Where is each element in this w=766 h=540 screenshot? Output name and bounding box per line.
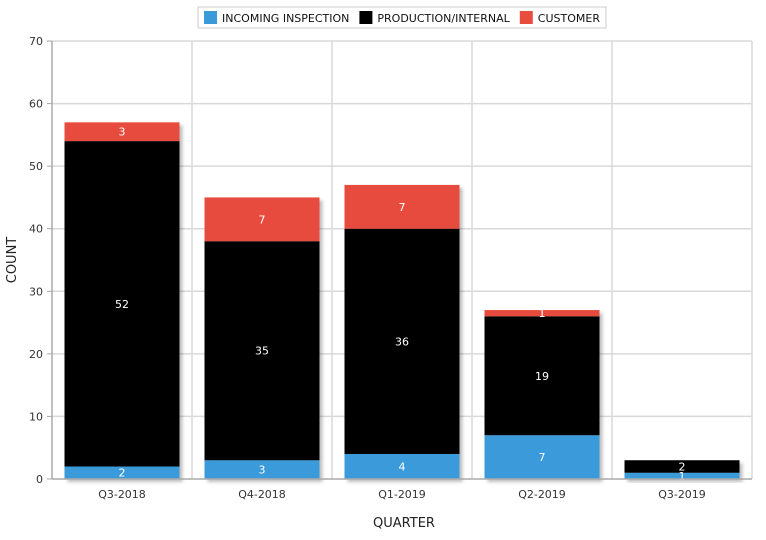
data-label: 2 <box>679 460 686 473</box>
data-label: 52 <box>115 298 129 311</box>
bar-segment <box>204 460 320 479</box>
y-tick-label: 40 <box>29 223 43 236</box>
bar-segment <box>204 197 320 242</box>
x-tick-label: Q3-2018 <box>98 488 146 501</box>
x-tick-label: Q2-2019 <box>518 488 566 501</box>
axes: 0 10 20 30 40 50 60 70 Q3-2018 Q4-2018 Q1-2019 Q2-2… <box>29 35 753 501</box>
bar-segment <box>64 141 180 467</box>
bar-segment <box>204 241 320 461</box>
y-tick-label: 0 <box>36 473 43 486</box>
data-label: 1 <box>679 470 686 483</box>
legend-label: INCOMING INSPECTION <box>222 12 349 25</box>
y-tick-label: 30 <box>29 285 43 298</box>
bar-stack <box>64 122 180 479</box>
bar-segment <box>624 460 740 473</box>
y-tick-label: 50 <box>29 160 43 173</box>
data-label: 4 <box>399 460 406 473</box>
y-tick-label: 20 <box>29 348 43 361</box>
legend-label: CUSTOMER <box>538 12 601 25</box>
bar-segment <box>64 122 180 142</box>
legend-swatch <box>519 11 533 24</box>
legend-label: PRODUCTION/INTERNAL <box>377 12 510 25</box>
legend: INCOMING INSPECTION PRODUCTION/INTERNAL CU… <box>197 6 607 29</box>
data-label: 2 <box>119 467 126 480</box>
data-label: 35 <box>255 345 269 358</box>
legend-box <box>197 6 607 29</box>
y-tick-label: 60 <box>29 98 43 111</box>
data-label: 7 <box>539 451 546 464</box>
bar-stack <box>624 460 740 479</box>
data-label: 3 <box>259 464 266 477</box>
bars <box>64 122 740 479</box>
y-tick-label: 10 <box>29 410 43 423</box>
bar-stack <box>344 184 460 479</box>
bar-segment <box>344 184 460 229</box>
data-label: 3 <box>119 126 126 139</box>
y-tick-label: 70 <box>29 35 43 48</box>
data-label: 36 <box>395 335 409 348</box>
bar-segment <box>484 310 600 317</box>
data-label: 7 <box>399 201 406 214</box>
data-label: 19 <box>535 370 549 383</box>
y-axis-title: COUNT <box>5 237 20 284</box>
bar-segment <box>64 466 180 479</box>
bar-stack <box>484 310 600 479</box>
x-tick-label: Q1-2019 <box>378 488 426 501</box>
legend-swatch <box>359 11 373 24</box>
bar-stack <box>204 197 320 479</box>
bar-segment <box>484 435 600 479</box>
x-tick-label: Q3-2019 <box>658 488 706 501</box>
bar-segment <box>344 453 460 479</box>
x-tick-label: Q4-2018 <box>238 488 286 501</box>
bar-segment <box>484 316 600 436</box>
data-label: 7 <box>259 213 266 226</box>
x-axis-title: QUARTER <box>373 516 435 531</box>
bar-segment <box>344 228 460 454</box>
legend-swatch <box>204 11 218 24</box>
data-label: 1 <box>539 307 546 320</box>
bar-segment <box>624 472 740 479</box>
